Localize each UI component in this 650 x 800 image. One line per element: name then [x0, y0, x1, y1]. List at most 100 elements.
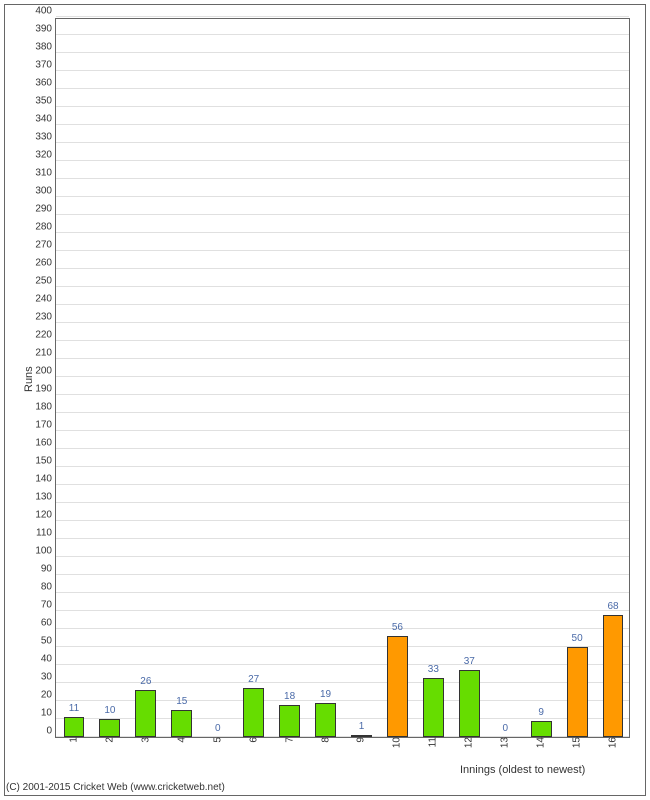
- ytick-label: 400: [35, 6, 56, 17]
- gridline: [56, 376, 629, 377]
- gridline: [56, 646, 629, 647]
- bar: [423, 678, 444, 737]
- xtick-label: 7: [284, 737, 295, 749]
- bar-value-label: 50: [572, 633, 583, 644]
- ytick-label: 380: [35, 42, 56, 53]
- ytick-label: 40: [41, 654, 56, 665]
- ytick-label: 320: [35, 150, 56, 161]
- y-axis-label: Runs: [23, 366, 35, 392]
- xtick-label: 16: [608, 737, 619, 754]
- gridline: [56, 88, 629, 89]
- bar: [531, 721, 552, 737]
- ytick-label: 80: [41, 582, 56, 593]
- bar: [135, 690, 156, 737]
- gridline: [56, 268, 629, 269]
- bar-value-label: 0: [215, 723, 221, 734]
- xtick-label: 10: [392, 737, 403, 754]
- ytick-label: 130: [35, 492, 56, 503]
- bar: [243, 688, 264, 737]
- ytick-label: 120: [35, 510, 56, 521]
- xtick-label: 2: [104, 737, 115, 749]
- bar-value-label: 27: [248, 674, 259, 685]
- ytick-label: 30: [41, 672, 56, 683]
- gridline: [56, 412, 629, 413]
- gridline: [56, 214, 629, 215]
- gridline: [56, 340, 629, 341]
- gridline: [56, 232, 629, 233]
- ytick-label: 180: [35, 402, 56, 413]
- gridline: [56, 34, 629, 35]
- gridline: [56, 466, 629, 467]
- gridline: [56, 394, 629, 395]
- xtick-label: 3: [140, 737, 151, 749]
- ytick-label: 190: [35, 384, 56, 395]
- gridline: [56, 610, 629, 611]
- ytick-label: 270: [35, 240, 56, 251]
- ytick-label: 350: [35, 96, 56, 107]
- gridline: [56, 142, 629, 143]
- xtick-label: 6: [248, 737, 259, 749]
- gridline: [56, 106, 629, 107]
- xtick-label: 5: [212, 737, 223, 749]
- bar-value-label: 56: [392, 622, 403, 633]
- gridline: [56, 52, 629, 53]
- xtick-label: 8: [320, 737, 331, 749]
- bar-value-label: 68: [607, 601, 618, 612]
- bar-value-label: 15: [176, 696, 187, 707]
- x-axis-label: Innings (oldest to newest): [460, 764, 585, 776]
- bar-value-label: 19: [320, 689, 331, 700]
- bar-value-label: 33: [428, 664, 439, 675]
- bar: [171, 710, 192, 737]
- bar: [459, 670, 480, 737]
- ytick-label: 20: [41, 690, 56, 701]
- chart-container: 0102030405060708090100110120130140150160…: [0, 0, 650, 800]
- gridline: [56, 178, 629, 179]
- bar-value-label: 11: [69, 703, 79, 714]
- gridline: [56, 160, 629, 161]
- gridline: [56, 196, 629, 197]
- bar-value-label: 18: [284, 691, 295, 702]
- gridline: [56, 16, 629, 17]
- bar-value-label: 37: [464, 656, 475, 667]
- gridline: [56, 70, 629, 71]
- bar-value-label: 26: [140, 676, 151, 687]
- gridline: [56, 358, 629, 359]
- ytick-label: 60: [41, 618, 56, 629]
- gridline: [56, 628, 629, 629]
- xtick-label: 1: [68, 737, 79, 749]
- gridline: [56, 556, 629, 557]
- gridline: [56, 574, 629, 575]
- gridline: [56, 286, 629, 287]
- ytick-label: 370: [35, 60, 56, 71]
- gridline: [56, 502, 629, 503]
- credit-text: (C) 2001-2015 Cricket Web (www.cricketwe…: [6, 782, 225, 793]
- ytick-label: 260: [35, 258, 56, 269]
- gridline: [56, 664, 629, 665]
- xtick-label: 4: [176, 737, 187, 749]
- ytick-label: 290: [35, 204, 56, 215]
- xtick-label: 12: [464, 737, 475, 754]
- ytick-label: 110: [36, 528, 56, 539]
- ytick-label: 390: [35, 24, 56, 35]
- ytick-label: 100: [35, 546, 56, 557]
- gridline: [56, 124, 629, 125]
- gridline: [56, 538, 629, 539]
- ytick-label: 280: [35, 222, 56, 233]
- ytick-label: 220: [35, 330, 56, 341]
- bar: [279, 705, 300, 737]
- ytick-label: 330: [35, 132, 56, 143]
- ytick-label: 210: [35, 348, 56, 359]
- bar: [315, 703, 336, 737]
- ytick-label: 340: [35, 114, 56, 125]
- ytick-label: 250: [35, 276, 56, 287]
- xtick-label: 9: [356, 737, 367, 749]
- xtick-label: 15: [572, 737, 583, 754]
- ytick-label: 200: [35, 366, 56, 377]
- ytick-label: 0: [46, 726, 56, 737]
- bar-value-label: 0: [502, 723, 508, 734]
- ytick-label: 310: [35, 168, 56, 179]
- gridline: [56, 448, 629, 449]
- gridline: [56, 592, 629, 593]
- ytick-label: 50: [41, 636, 56, 647]
- bar: [387, 636, 408, 737]
